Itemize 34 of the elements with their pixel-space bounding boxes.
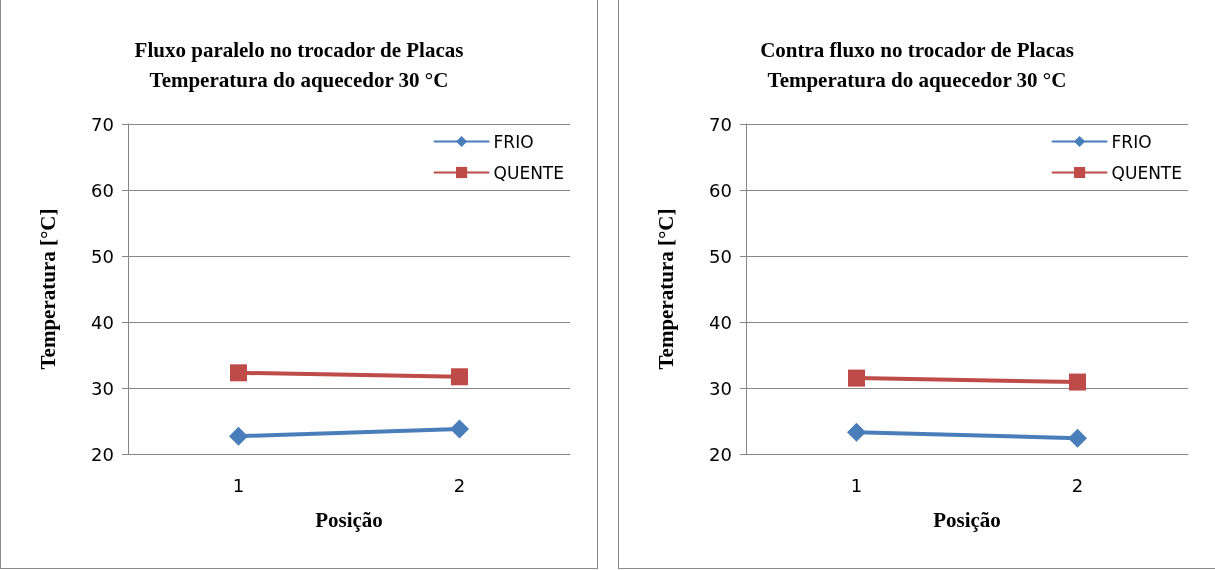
point [1069, 373, 1086, 391]
point [451, 368, 468, 386]
y-tick-label: 60 [709, 179, 732, 201]
y-tick-label: 30 [709, 377, 732, 399]
y-tick-label: 40 [91, 311, 114, 333]
x-tick-label: 2 [453, 474, 466, 496]
y-tick-label: 70 [709, 113, 732, 135]
point [229, 426, 248, 446]
y-tick-label: 40 [709, 311, 732, 333]
y-tick-label: 30 [91, 377, 114, 399]
x-tick-label: 1 [850, 474, 863, 496]
legend-label: FRIO [1111, 131, 1152, 152]
y-tick-label: 50 [709, 245, 732, 267]
point [230, 364, 247, 382]
point [847, 422, 866, 442]
legend-label: QUENTE [493, 162, 565, 183]
point [848, 369, 865, 387]
point [450, 419, 469, 439]
point [1068, 428, 1087, 448]
y-axis-title: Temperatura [°C] [653, 208, 678, 370]
chart-title: Contra fluxo no trocador de Placas Temperatura do aquecedor 30 °C [760, 38, 1074, 92]
x-tick-label: 1 [232, 474, 245, 496]
chart-title: Fluxo paralelo no trocador de Placas Temperatura do aquecedor 30 °C [134, 38, 464, 92]
y-tick-label: 50 [91, 245, 114, 267]
y-axis-title: Temperatura [°C] [35, 208, 60, 370]
y-tick-label: 60 [91, 179, 114, 201]
y-tick-label: 70 [91, 113, 114, 135]
y-tick-label: 20 [709, 443, 732, 465]
x-axis-title: Posição [315, 507, 383, 532]
y-tick-label: 20 [91, 443, 114, 465]
x-tick-label: 2 [1071, 474, 1084, 496]
x-axis-title: Posição [933, 507, 1001, 532]
legend-label: FRIO [493, 131, 534, 152]
legend-label: QUENTE [1111, 162, 1183, 183]
